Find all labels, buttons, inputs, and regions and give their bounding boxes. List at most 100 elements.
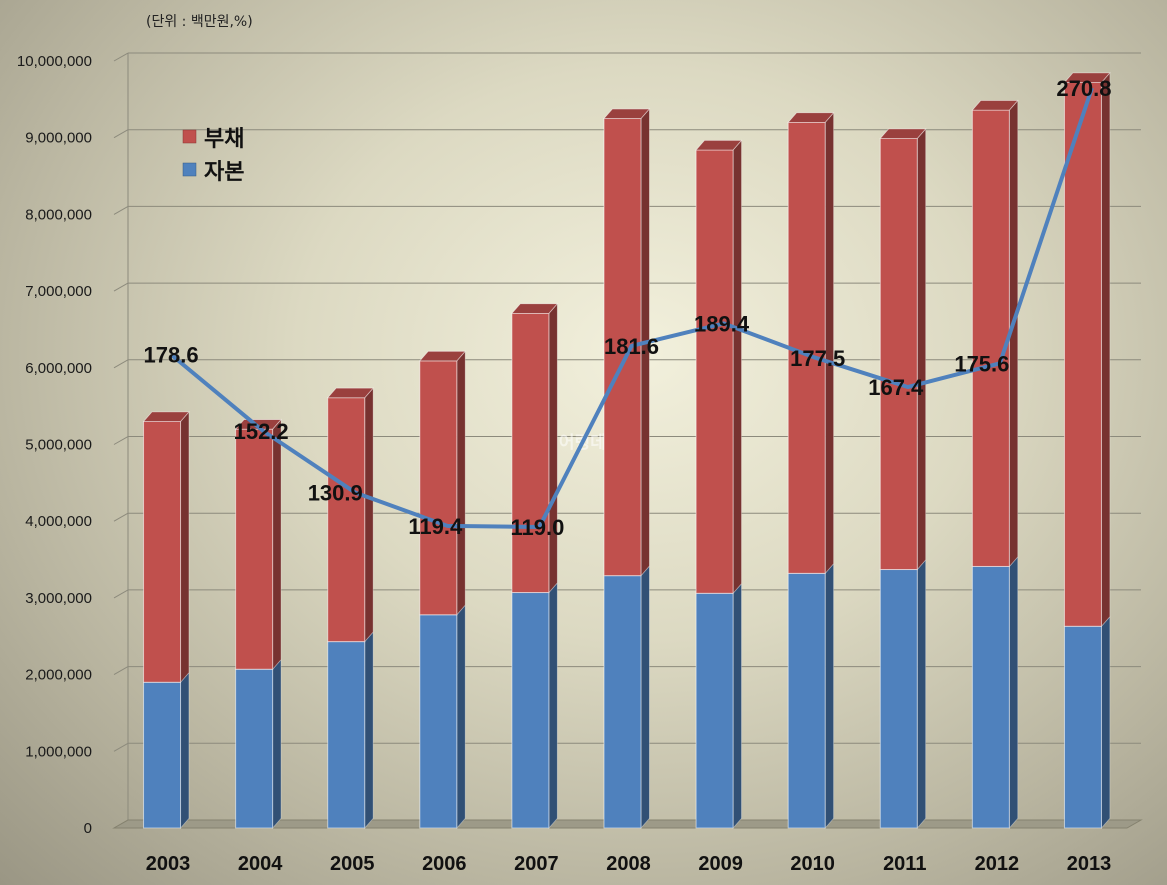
bar-side-equity xyxy=(180,671,190,830)
x-tick-label: 2010 xyxy=(790,853,835,875)
bar-side-equity xyxy=(456,604,466,830)
x-tick-label: 2013 xyxy=(1067,853,1112,875)
bar-top-debt xyxy=(603,108,651,119)
bar-debt xyxy=(143,420,182,683)
gridline-depth xyxy=(113,359,129,369)
y-tick-label: 1,000,000 xyxy=(25,743,92,760)
gridline-depth xyxy=(113,52,129,62)
bar-debt xyxy=(879,137,918,571)
y-tick-label: 9,000,000 xyxy=(25,130,92,147)
y-tick-label: 3,000,000 xyxy=(25,590,92,607)
legend-label-debt: 부채 xyxy=(204,127,244,152)
y-tick-label: 2,000,000 xyxy=(25,667,92,684)
bar-debt xyxy=(695,149,734,594)
data-label: 177.5 xyxy=(790,346,845,371)
bar-side-debt xyxy=(916,127,927,571)
bar-side-debt xyxy=(272,418,282,671)
x-tick-label: 2003 xyxy=(146,853,191,875)
bar-side-debt xyxy=(548,302,558,594)
y-tick-label: 10,000,000 xyxy=(17,53,92,70)
data-label: 175.6 xyxy=(954,351,1009,376)
legend-swatch-equity xyxy=(182,162,197,177)
bar-top-debt xyxy=(142,411,190,422)
bar-top-debt xyxy=(971,100,1019,111)
x-axis: 2003 2004 2005 2006 2007 2008 2009 2010 2011 2012… xyxy=(146,853,1111,875)
bar-equity xyxy=(603,575,642,829)
bar-side-debt xyxy=(364,387,374,643)
gridline-depth xyxy=(113,742,129,752)
bar-debt xyxy=(1063,81,1102,627)
bar-side-equity xyxy=(640,564,650,830)
bar-side-debt xyxy=(1101,71,1111,628)
y-tick-label: 0 xyxy=(84,820,92,837)
bar-top-debt xyxy=(879,128,927,139)
x-tick-label: 2011 xyxy=(883,853,926,875)
bar-side-debt xyxy=(732,139,742,595)
bar-side-equity xyxy=(732,582,742,830)
bar-equity xyxy=(695,592,734,829)
ratio-line: 178.6 152.2 130.9 119.4 119.0 181.6 189.4 177.5… xyxy=(144,76,1112,540)
bar-equity xyxy=(879,569,918,829)
bar-top-debt xyxy=(326,387,375,399)
bar-side-equity xyxy=(916,558,927,830)
y-tick-label: 8,000,000 xyxy=(25,206,92,223)
data-label: 152.2 xyxy=(234,419,289,444)
bar-side-equity xyxy=(548,581,558,830)
x-tick-label: 2012 xyxy=(975,853,1020,875)
bar-debt xyxy=(327,397,366,643)
bar-debt xyxy=(511,312,550,594)
x-tick-label: 2008 xyxy=(606,853,651,875)
bar-side-equity xyxy=(1101,615,1111,830)
data-label: 270.8 xyxy=(1056,76,1111,101)
bar-equity xyxy=(511,592,550,829)
bar-top-debt xyxy=(1063,72,1111,83)
gridline-depth xyxy=(113,282,129,292)
data-label: 181.6 xyxy=(604,334,659,359)
bar-equity xyxy=(787,572,826,829)
y-tick-label: 5,000,000 xyxy=(25,437,92,454)
legend: 부채 자본 xyxy=(182,127,244,185)
bar-side-equity xyxy=(364,630,374,830)
legend-label-equity: 자본 xyxy=(204,160,244,185)
bar-equity xyxy=(1063,625,1102,829)
bar-top-debt xyxy=(418,350,467,362)
gridline-depth xyxy=(113,436,129,445)
bar-top-debt xyxy=(787,112,835,123)
bar-debt xyxy=(419,360,458,616)
bar-equity xyxy=(419,614,458,829)
bar-equity xyxy=(235,668,274,829)
data-label: 189.4 xyxy=(694,311,750,336)
data-label: 130.9 xyxy=(308,481,363,506)
y-tick-label: 7,000,000 xyxy=(25,283,92,300)
bar-side-debt xyxy=(180,410,190,684)
bar-side-debt xyxy=(824,111,834,575)
x-tick-label: 2004 xyxy=(238,853,283,875)
data-label: 167.4 xyxy=(868,375,924,400)
data-label: 119.4 xyxy=(408,514,463,539)
bar-equity xyxy=(971,565,1010,829)
bar-side-equity xyxy=(824,562,834,830)
bar-top-debt xyxy=(511,303,559,314)
gridline-depth xyxy=(113,512,129,522)
bar-debt xyxy=(971,109,1010,567)
gridline-depth xyxy=(113,666,129,676)
unit-label: (단위 : 백만원,%) xyxy=(146,14,253,30)
bar-side-equity xyxy=(1008,555,1019,830)
bar-side-debt xyxy=(456,350,466,616)
gridline-depth xyxy=(113,205,129,215)
bar-top-debt xyxy=(695,139,743,151)
x-tick-label: 2007 xyxy=(514,853,559,875)
x-tick-label: 2006 xyxy=(422,853,467,875)
data-label: 119.0 xyxy=(510,515,564,540)
data-label: 178.6 xyxy=(144,343,199,368)
legend-swatch-debt xyxy=(182,129,197,144)
x-tick-label: 2005 xyxy=(330,853,375,875)
bar-equity xyxy=(143,681,182,829)
bar-debt xyxy=(235,428,274,670)
bar-equity xyxy=(327,641,366,829)
x-tick-label: 2009 xyxy=(698,853,743,875)
ratio-line-path xyxy=(169,87,1094,529)
y-tick-label: 6,000,000 xyxy=(25,360,92,377)
y-axis: 0 1,000,000 2,000,000 3,000,000 4,000,000 5,0… xyxy=(17,53,92,837)
